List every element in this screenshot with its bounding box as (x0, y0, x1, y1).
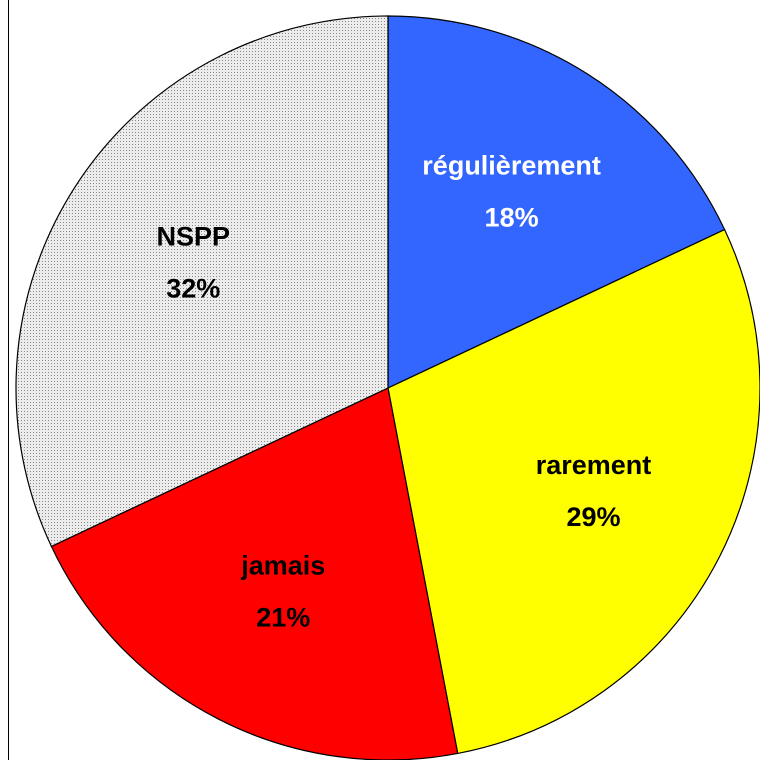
slice-label: jamais (240, 551, 325, 581)
slice-value-label: 21% (256, 603, 310, 633)
slice-value-label: 32% (166, 274, 220, 304)
slice-label: régulièrement (422, 150, 601, 180)
pie-slice (387, 15, 726, 389)
slice-value-label: 29% (566, 502, 620, 532)
slice-label: NSPP (156, 222, 230, 252)
slice-value-label: 18% (485, 202, 539, 232)
pie-slice (387, 228, 760, 755)
slice-label: rarement (536, 450, 652, 480)
pie-slice (15, 15, 389, 548)
